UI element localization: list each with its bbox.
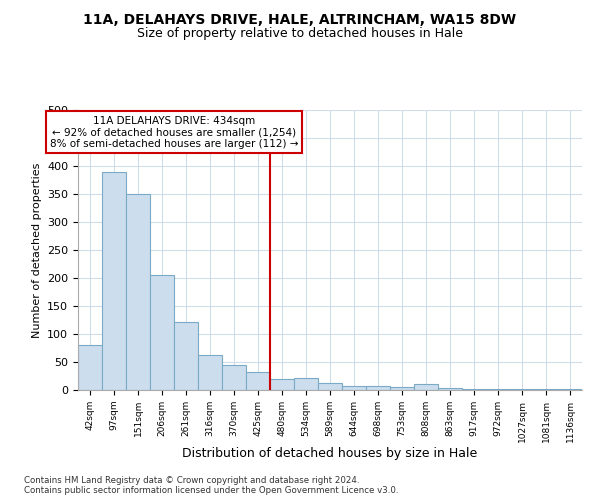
Bar (270, 379, 294, 390)
Bar (126, 194, 150, 390)
Bar (78, 345, 102, 390)
Bar (366, 386, 390, 390)
Bar (390, 386, 414, 390)
Bar (414, 384, 438, 390)
Y-axis label: Number of detached properties: Number of detached properties (32, 162, 41, 338)
Text: Size of property relative to detached houses in Hale: Size of property relative to detached ho… (137, 28, 463, 40)
Text: 11A DELAHAYS DRIVE: 434sqm
← 92% of detached houses are smaller (1,254)
8% of se: 11A DELAHAYS DRIVE: 434sqm ← 92% of deta… (50, 116, 298, 149)
Bar (150, 275, 174, 390)
X-axis label: Distribution of detached houses by size in Hale: Distribution of detached houses by size … (182, 448, 478, 460)
Bar (294, 378, 318, 390)
Bar (198, 354, 222, 390)
Bar (222, 366, 246, 390)
Text: 11A, DELAHAYS DRIVE, HALE, ALTRINCHAM, WA15 8DW: 11A, DELAHAYS DRIVE, HALE, ALTRINCHAM, W… (83, 12, 517, 26)
Bar (246, 372, 270, 390)
Bar (342, 386, 366, 390)
Bar (318, 382, 342, 390)
Bar (438, 388, 462, 390)
Bar (102, 172, 126, 390)
Bar (174, 322, 198, 390)
Text: Contains HM Land Registry data © Crown copyright and database right 2024.
Contai: Contains HM Land Registry data © Crown c… (24, 476, 398, 495)
